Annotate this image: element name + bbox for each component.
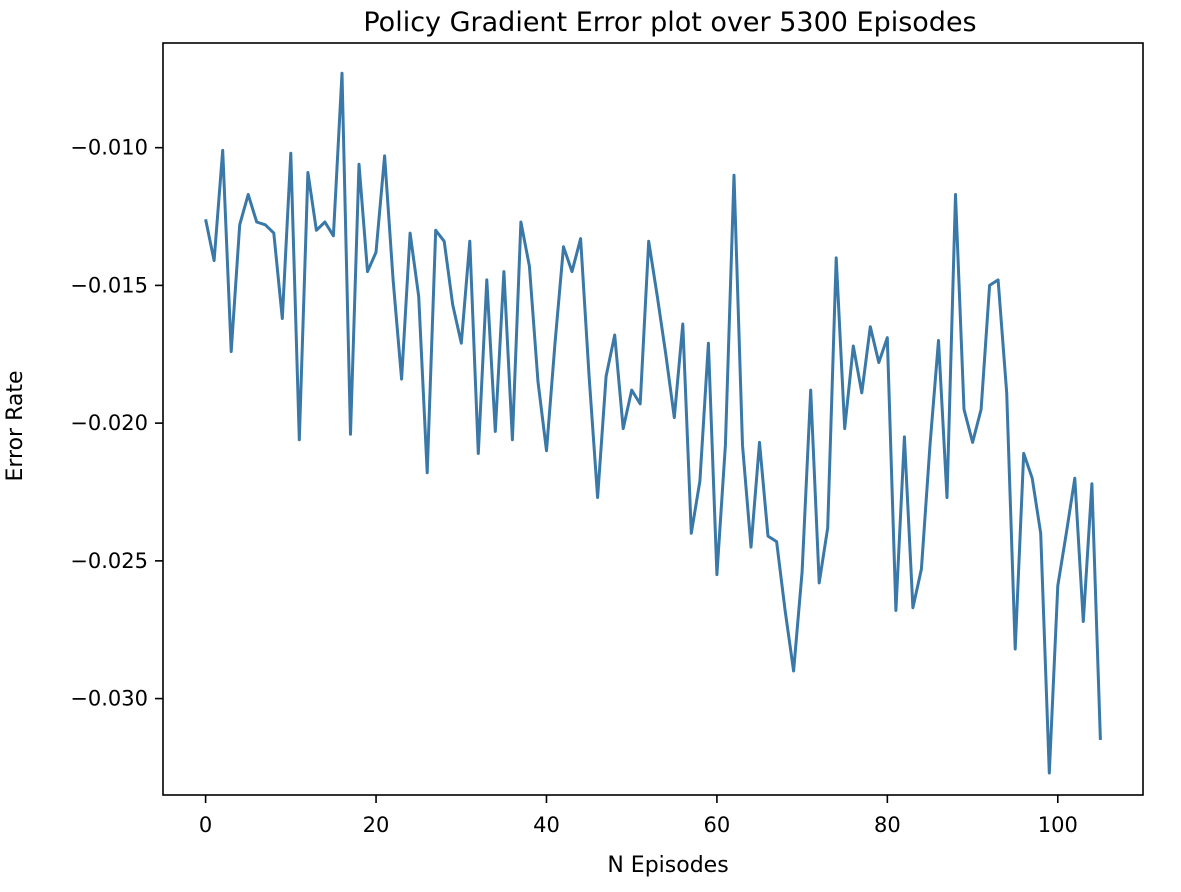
y-tick-label: −0.030 (70, 687, 148, 711)
y-tick-label: −0.025 (70, 549, 148, 573)
error-rate-line (204, 71, 1102, 775)
x-tick-label: 100 (1038, 813, 1078, 837)
y-axis-label: Error Rate (3, 370, 28, 481)
x-tick-label: 20 (363, 813, 390, 837)
x-axis-label: N Episodes (607, 853, 728, 878)
x-tick-label: 60 (704, 813, 731, 837)
plot-area (162, 42, 1144, 796)
x-axis-ticks: 0 20 40 60 80 100 (199, 795, 1078, 837)
x-tick-label: 80 (874, 813, 901, 837)
x-tick-label: 0 (199, 813, 212, 837)
y-axis-ticks: −0.010 −0.015 −0.020 −0.025 −0.030 (70, 136, 163, 711)
x-tick-label: 40 (533, 813, 560, 837)
axes-frame (162, 42, 1144, 796)
y-tick-label: −0.010 (70, 136, 148, 160)
y-tick-label: −0.020 (70, 411, 148, 435)
y-tick-label: −0.015 (70, 273, 148, 297)
chart-title: Policy Gradient Error plot over 5300 Epi… (363, 7, 976, 38)
